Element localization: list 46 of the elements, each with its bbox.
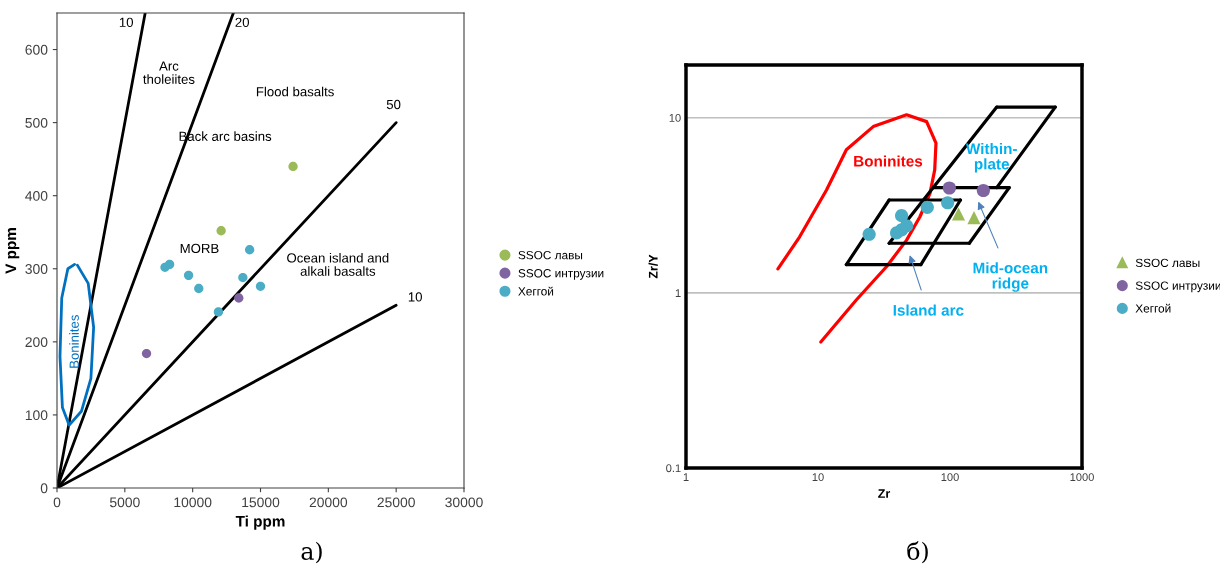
y-tick-label: 10	[669, 113, 681, 122]
legend-label: SSOC лавы	[1135, 258, 1200, 268]
annotation: Island arc	[893, 304, 964, 316]
y-tick-label: 600	[25, 44, 48, 55]
annotation: Arc tholeiites	[143, 61, 195, 84]
y-axis-title: Zr/Y	[648, 254, 658, 279]
x-tick-label: 100	[941, 473, 959, 482]
annotation: MORB	[180, 243, 219, 254]
x-axis-title: Ti ppm	[235, 515, 285, 530]
legend-label: SSOC интрузии	[1135, 281, 1220, 293]
annotation: Boninites	[854, 155, 923, 167]
legend-label: Хеггой	[518, 286, 554, 296]
y-tick-label: 500	[25, 117, 48, 128]
annotation: Flood basalts	[256, 86, 334, 97]
legend-label: SSOC лавы	[518, 250, 583, 260]
x-tick-label: 1	[683, 473, 689, 481]
x-tick-label: 5000	[109, 497, 140, 508]
annotation: 20	[235, 17, 250, 27]
y-tick-label: 100	[25, 410, 48, 421]
annotation: 10	[119, 17, 134, 27]
x-tick-label: 20000	[309, 497, 348, 508]
x-tick-label: 10000	[174, 497, 212, 508]
annotation: 50	[386, 99, 401, 110]
x-axis-title: Zr	[878, 489, 891, 498]
y-axis-title: V ppm	[5, 228, 20, 274]
y-tick-label: 400	[25, 191, 48, 201]
legend-label: Хеггой	[1135, 303, 1171, 313]
y-tick-label: 200	[25, 337, 48, 348]
annotation: Mid-ocean ridge	[973, 262, 1048, 292]
text: б)	[907, 541, 928, 564]
annotation: Within- plate	[965, 142, 1017, 173]
legend-label: SSOC интрузии	[518, 269, 604, 280]
annotation: Ocean island and alkali basalts	[287, 252, 389, 276]
x-tick-label: 10	[812, 473, 824, 482]
y-tick-label: 0.1	[666, 464, 681, 473]
x-tick-label: 1000	[1070, 473, 1094, 482]
y-tick-label: 0	[40, 483, 48, 494]
annotation: 10	[408, 292, 422, 302]
y-tick-label: 1	[675, 289, 681, 297]
x-tick-label: 0	[53, 497, 61, 508]
x-tick-label: 30000	[445, 497, 483, 508]
annotation: Boninites	[69, 315, 79, 368]
x-tick-label: 25000	[377, 497, 415, 508]
y-tick-label: 300	[25, 264, 48, 274]
x-tick-label: 15000	[242, 497, 280, 508]
text: а)	[301, 541, 322, 564]
